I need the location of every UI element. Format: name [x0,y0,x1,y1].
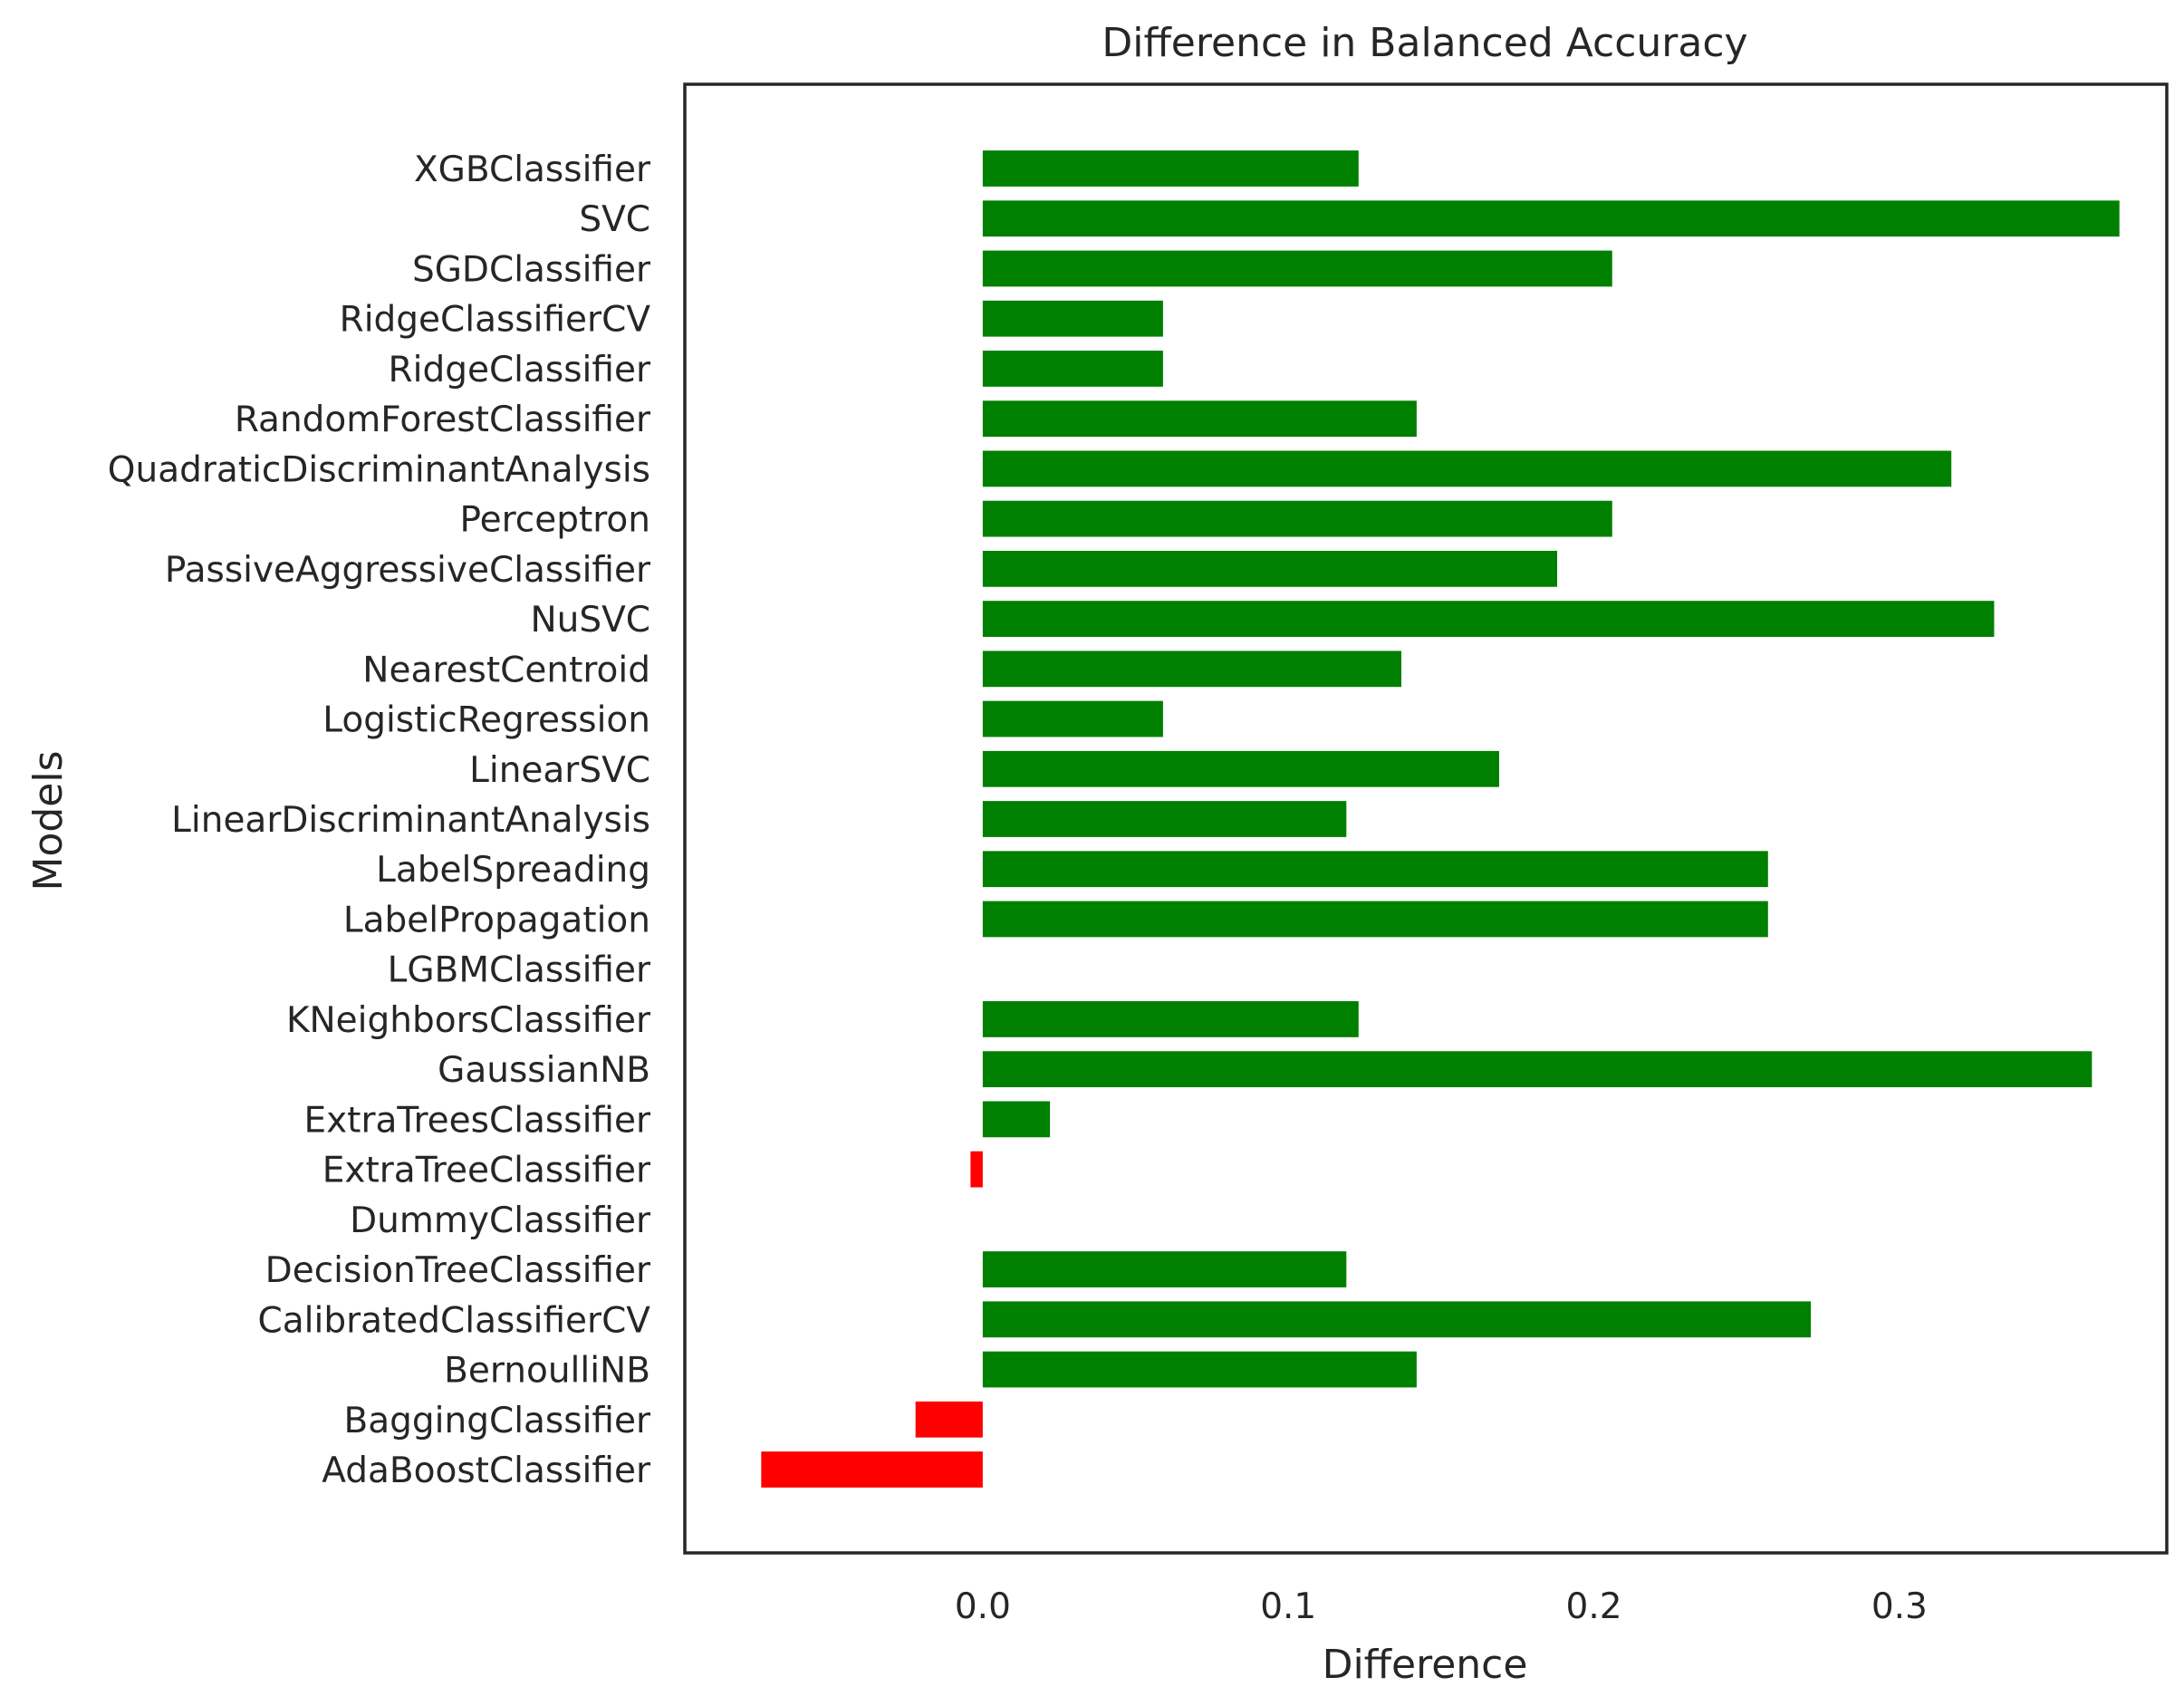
bar [982,1001,1359,1037]
y-tick-label: QuadraticDiscriminantAnalysis [108,449,650,490]
x-tick-label: 0.0 [955,1586,1011,1627]
bar [982,601,1995,637]
bar [982,1351,1417,1388]
bar [982,300,1163,337]
y-tick-label: KNeighborsClassifier [286,1000,651,1041]
x-tick-label: 0.1 [1260,1586,1316,1627]
bar [982,150,1359,187]
y-tick-label: SGDClassifier [412,249,651,290]
y-tick-label: ExtraTreeClassifier [322,1151,651,1191]
bar [982,851,1768,888]
bar [970,1151,983,1188]
y-tick-label: DecisionTreeClassifier [265,1250,651,1291]
bar [982,1251,1347,1287]
y-tick-label: LinearSVC [469,750,650,791]
bar [982,750,1499,787]
y-tick-label: CalibratedClassifierCV [258,1300,651,1341]
y-tick-label: BaggingClassifier [343,1401,650,1441]
bar [982,901,1768,938]
bar [982,400,1417,438]
bar [761,1451,983,1488]
y-tick-label: RidgeClassifier [389,350,651,390]
bar [982,550,1558,587]
y-tick-label: LGBMClassifier [388,950,651,991]
bar [982,450,1952,487]
y-tick-label: RidgeClassifierCV [340,300,651,341]
y-tick-labels: AdaBoostClassifier BaggingClassifier Berno… [108,149,651,1491]
y-tick-label: ExtraTreesClassifier [303,1100,651,1141]
bar [915,1401,983,1438]
bar [982,1101,1051,1138]
y-tick-label: BernoulliNB [444,1351,650,1392]
x-tick-label: 0.2 [1566,1586,1622,1627]
bars-layer [761,150,2120,1488]
y-tick-label: LinearDiscriminantAnalysis [171,800,650,841]
y-tick-label: RandomForestClassifier [235,400,651,440]
bar [982,700,1163,737]
y-tick-label: LabelPropagation [343,900,650,940]
y-tick-label: Perceptron [459,500,650,541]
bar [982,1301,1812,1338]
x-tick-labels: 0.0 0.1 0.2 0.3 [955,1586,1928,1627]
chart-title: Difference in Balanced Accuracy [1102,20,1747,66]
bar [982,1051,2093,1088]
y-tick-label: XGBClassifier [414,149,651,190]
bar [982,351,1163,387]
y-tick-label: NuSVC [530,600,650,641]
x-axis-label: Difference [1323,1642,1528,1688]
bar [982,801,1347,837]
y-tick-label: SVC [579,199,650,240]
y-tick-label: GaussianNB [438,1050,650,1091]
bar [982,200,2120,237]
y-tick-label: NearestCentroid [362,650,650,690]
y-axis-label: Models [25,750,72,891]
bar [982,500,1612,537]
y-tick-label: AdaBoostClassifier [322,1451,651,1491]
y-tick-label: DummyClassifier [350,1200,651,1241]
y-tick-label: LogisticRegression [322,700,650,741]
x-tick-label: 0.3 [1871,1586,1928,1627]
plot-frame [683,82,2169,1555]
bar [982,651,1402,688]
y-tick-label: PassiveAggressiveClassifier [165,550,651,591]
y-tick-label: LabelSpreading [376,850,650,891]
bar [982,250,1612,287]
